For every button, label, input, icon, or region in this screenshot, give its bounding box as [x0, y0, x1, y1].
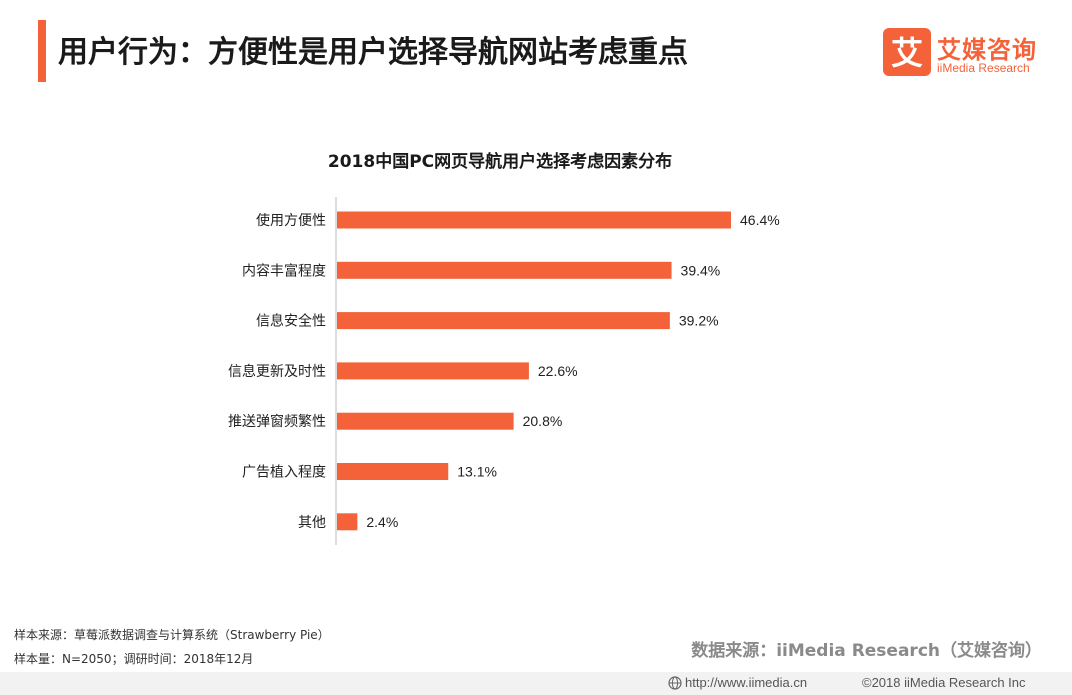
category-label: 内容丰富程度	[242, 262, 326, 279]
data-label: 20.8%	[523, 413, 563, 429]
footer-bar	[0, 672, 1072, 695]
footer-copyright: ©2018 iiMedia Research Inc	[862, 675, 1026, 690]
chart-title: 2018中国PC网页导航用户选择考虑因素分布	[327, 152, 673, 172]
page-title: 用户行为：方便性是用户选择导航网站考虑重点	[58, 35, 688, 70]
footer-url-link[interactable]: http://www.iimedia.cn	[668, 675, 807, 690]
category-label: 信息更新及时性	[228, 363, 326, 380]
data-label: 46.4%	[740, 212, 780, 228]
bar	[337, 513, 358, 531]
sample-source-note: 样本来源：草莓派数据调查与计算系统（Strawberry Pie）	[14, 628, 330, 642]
bar-chart: 使用方便性 46.4% 内容丰富程度 39.4% 信息安全性 39.2% 信息更新及时性 22…	[228, 197, 780, 545]
data-label: 22.6%	[538, 363, 578, 379]
category-label: 广告植入程度	[242, 465, 326, 481]
bar	[337, 412, 514, 430]
bar	[337, 211, 731, 229]
globe-icon	[668, 676, 682, 690]
bar	[337, 362, 529, 380]
category-label: 使用方便性	[256, 212, 326, 229]
data-source: 数据来源：iiMedia Research（艾媒咨询）	[691, 641, 1042, 661]
logo-mark-icon: 艾	[883, 28, 931, 76]
data-label: 39.4%	[681, 262, 721, 278]
title-accent-bar	[38, 20, 46, 82]
logo-text-en: iiMedia Research	[937, 61, 1030, 75]
category-label: 推送弹窗频繁性	[228, 413, 326, 430]
logo-text-cn: 艾媒咨询	[937, 36, 1037, 64]
footer-url-text: http://www.iimedia.cn	[685, 675, 808, 690]
data-label: 39.2%	[679, 313, 719, 329]
logo-mark-glyph: 艾	[891, 34, 923, 72]
category-label: 其他	[298, 515, 326, 531]
brand-logo: 艾 艾媒咨询 iiMedia Research	[883, 24, 1053, 80]
data-label: 13.1%	[457, 464, 497, 480]
sample-size-note: 样本量：N=2050；调研时间：2018年12月	[14, 652, 254, 666]
bar	[337, 312, 670, 330]
bar	[337, 261, 672, 279]
data-label: 2.4%	[366, 514, 398, 530]
bar	[337, 463, 449, 480]
category-label: 信息安全性	[256, 313, 326, 330]
